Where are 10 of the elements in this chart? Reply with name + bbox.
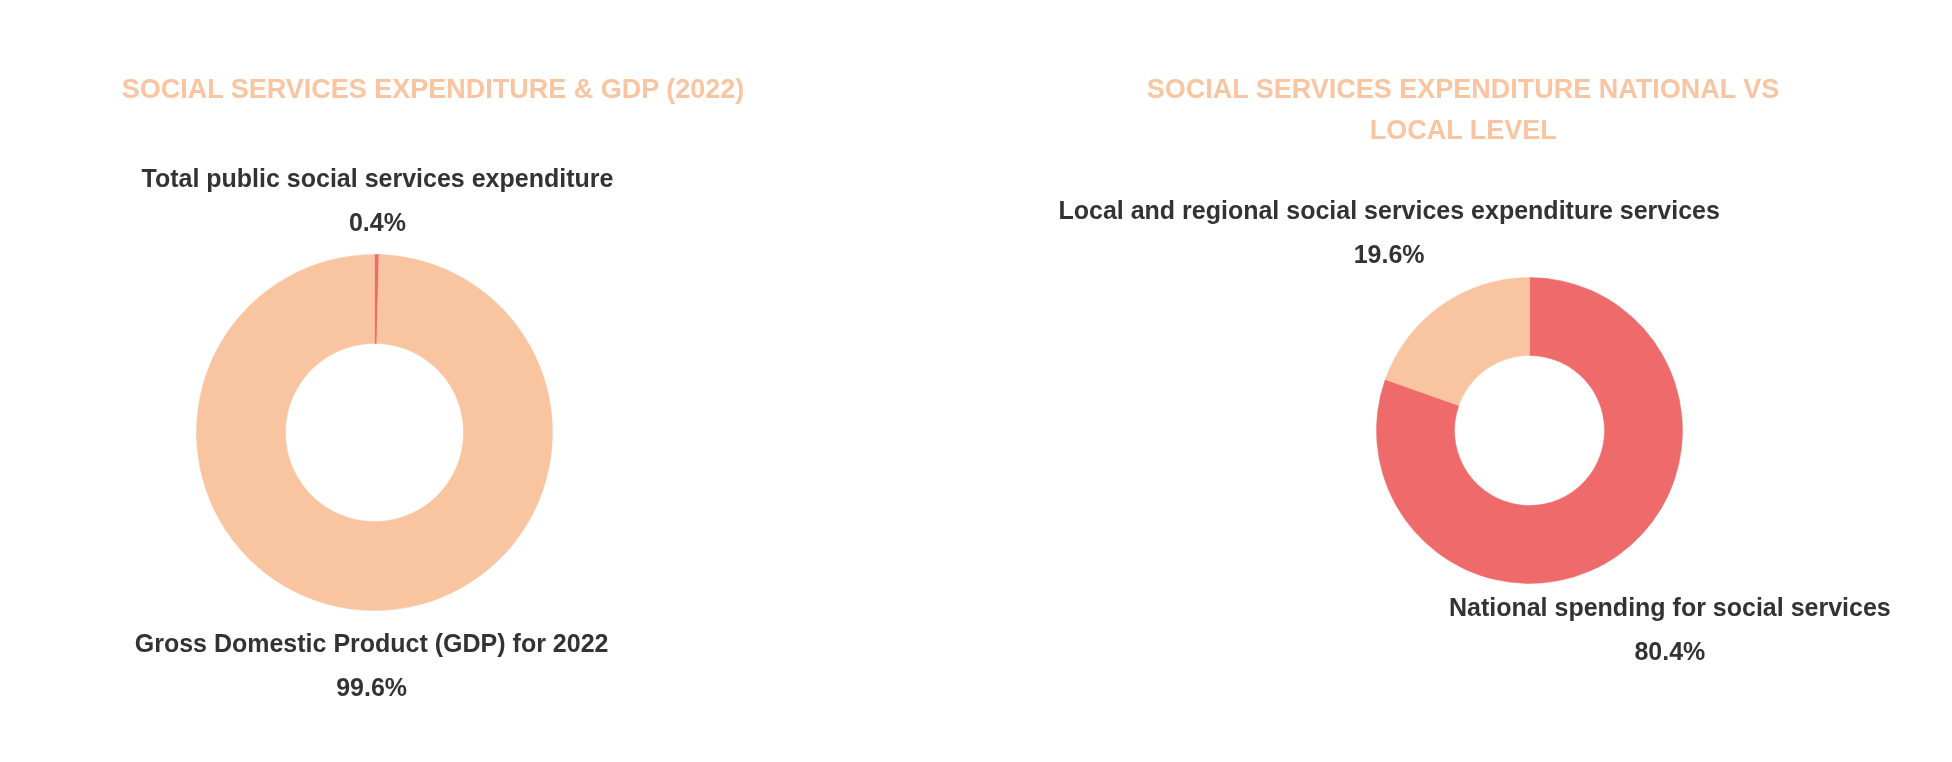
data-label: 99.6% (336, 673, 408, 702)
chart-title: SOCIAL SERVICES EXPENDITURE & GDP (2022) (121, 73, 745, 104)
data-label: 19.6% (1353, 240, 1425, 269)
data-label: 0.4% (348, 207, 406, 236)
slice-label: Total public social services expenditure (141, 163, 614, 192)
chart-title: SOCIAL SERVICES EXPENDITURE NATIONAL VS LOCAL LEVEL (1146, 73, 1780, 145)
data-label: 80.4% (1634, 636, 1706, 665)
slice-label: Local and regional social services expenditure services (1058, 196, 1720, 225)
slice-label: National spending for social services (1448, 592, 1891, 621)
slice-label: Gross Domestic Product (GDP) for 2022 (134, 629, 609, 658)
